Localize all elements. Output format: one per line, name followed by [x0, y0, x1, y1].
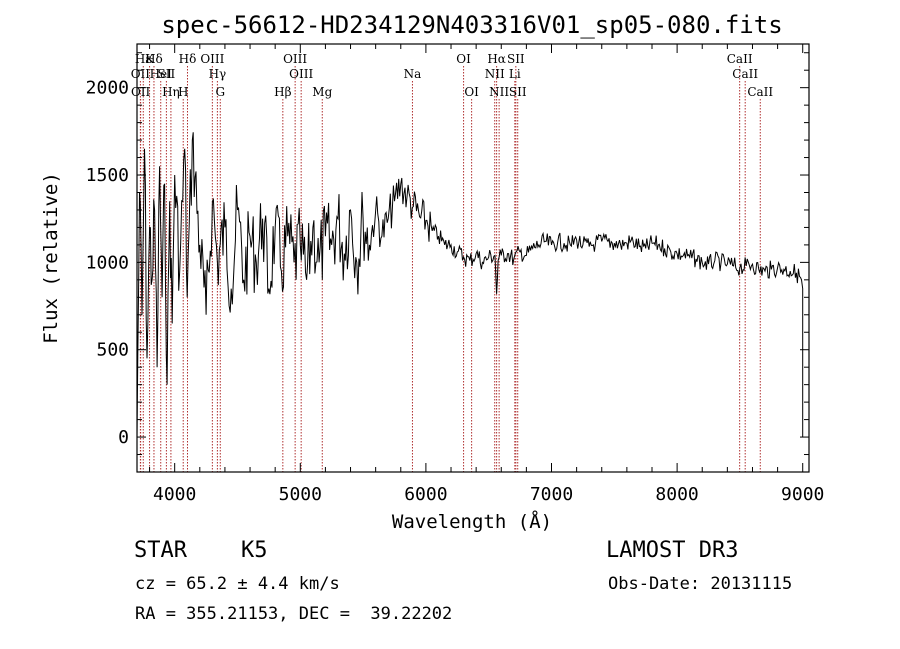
- x-tick-label: 5000: [279, 484, 322, 505]
- line-label: Hα: [487, 52, 506, 66]
- line-label: CaII: [727, 52, 753, 66]
- y-tick-label: 1500: [86, 165, 129, 186]
- ra-dec: RA = 355.21153, DEC = 39.22202: [135, 604, 453, 624]
- line-label: Hδ: [179, 52, 197, 66]
- line-label: OIII: [289, 67, 313, 81]
- line-label: Hβ: [274, 85, 291, 99]
- obs-date: Obs-Date: 20131115: [608, 574, 793, 594]
- survey-name: LAMOST DR3: [606, 538, 739, 563]
- x-tick-label: 7000: [530, 484, 573, 505]
- line-label: H: [178, 85, 188, 99]
- line-label: OII: [131, 67, 151, 81]
- x-tick-label: 8000: [655, 484, 698, 505]
- line-label: OIII: [283, 52, 307, 66]
- y-tick-label: 2000: [86, 78, 129, 99]
- line-label: OII: [131, 85, 151, 99]
- plot-frame: [136, 43, 810, 473]
- object-class: STAR: [134, 538, 187, 563]
- x-tick-label: 4000: [153, 484, 196, 505]
- line-label: NII: [485, 67, 505, 81]
- line-label: NII: [489, 85, 509, 99]
- y-tick-label: 0: [118, 427, 129, 448]
- line-label: K: [145, 52, 155, 66]
- line-markers: [139, 66, 761, 472]
- line-label: Hε: [135, 52, 152, 66]
- x-axis-ticks: 4000 5000 6000 7000 8000 9000: [149, 44, 824, 505]
- x-tick-label: 6000: [404, 484, 447, 505]
- y-tick-label: 500: [96, 340, 129, 361]
- line-label: Na: [404, 67, 422, 81]
- flux-series-line: [136, 132, 804, 438]
- line-label: Li: [509, 67, 521, 81]
- y-tick-label: 1000: [86, 252, 129, 273]
- line-label: Hγ: [209, 67, 227, 81]
- line-label: HeI: [150, 67, 173, 81]
- object-subclass: K5: [241, 538, 268, 563]
- redshift-cz: cz = 65.2 ± 4.4 km/s: [135, 574, 340, 594]
- line-label: SII: [158, 67, 176, 81]
- chart-title: spec-56612-HD234129N403316V01_sp05-080.f…: [161, 11, 782, 39]
- line-label: Hη: [162, 85, 180, 99]
- line-label: Mg: [312, 85, 332, 99]
- line-label: OI: [456, 52, 471, 66]
- line-label: Hδ: [145, 52, 163, 66]
- x-tick-label: 9000: [781, 484, 824, 505]
- line-label: G: [215, 85, 225, 99]
- line-label: SII: [507, 52, 525, 66]
- line-label: OI: [464, 85, 479, 99]
- x-axis-label: Wavelength (Å): [392, 510, 552, 533]
- y-axis-ticks: 0 500 1000 1500 2000: [86, 52, 809, 456]
- y-axis-label: Flux (relative): [40, 172, 62, 344]
- line-label: SII: [509, 85, 527, 99]
- line-label: OIII: [200, 52, 224, 66]
- line-label: CaII: [747, 85, 773, 99]
- line-label: CaII: [732, 67, 758, 81]
